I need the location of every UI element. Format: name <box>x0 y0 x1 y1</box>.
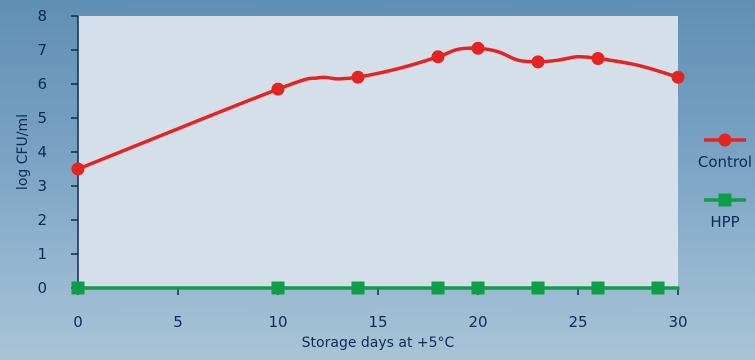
y-tick-label: 7 <box>37 41 47 59</box>
data-point-control <box>671 70 685 84</box>
y-axis-title: log CFU/ml <box>15 114 31 190</box>
legend: Control HPP <box>698 133 752 231</box>
series-markers <box>71 41 685 295</box>
legend-marker-hpp <box>718 193 732 207</box>
y-tick-label: 8 <box>37 7 47 25</box>
data-point-hpp <box>351 281 365 295</box>
x-tick-label: 25 <box>568 313 587 331</box>
plot-area <box>78 16 678 288</box>
x-tick-label: 20 <box>468 313 487 331</box>
data-point-control <box>271 82 285 96</box>
y-tick-label: 6 <box>37 75 47 93</box>
data-point-hpp <box>71 281 85 295</box>
data-point-control <box>431 50 445 64</box>
y-tick-label: 0 <box>37 279 47 297</box>
x-axis-title: Storage days at +5°C <box>302 335 455 351</box>
data-point-hpp <box>651 281 665 295</box>
x-tick-label: 30 <box>668 313 687 331</box>
data-point-control <box>71 162 85 176</box>
data-point-control <box>471 41 485 55</box>
y-tick-label: 3 <box>37 177 47 195</box>
y-tick-label: 1 <box>37 245 47 263</box>
data-point-hpp <box>471 281 485 295</box>
y-tick-label: 2 <box>37 211 47 229</box>
data-point-control <box>531 55 545 69</box>
legend-label-control: Control <box>698 153 752 171</box>
series-lines <box>76 46 680 290</box>
legend-label-hpp: HPP <box>710 213 739 231</box>
data-point-hpp <box>271 281 285 295</box>
data-point-hpp <box>591 281 605 295</box>
data-point-control <box>591 52 605 65</box>
x-tick-label: 15 <box>368 313 387 331</box>
x-tick-label: 0 <box>73 313 83 331</box>
x-tick-label: 10 <box>268 313 287 331</box>
x-tick-label: 5 <box>173 313 183 331</box>
series-line-control <box>76 46 680 171</box>
data-point-control <box>351 70 365 84</box>
y-tick-label: 5 <box>37 109 47 127</box>
data-point-hpp <box>531 281 545 295</box>
data-point-hpp <box>431 281 445 295</box>
y-tick-label: 4 <box>37 143 47 161</box>
legend-marker-control <box>718 133 732 147</box>
